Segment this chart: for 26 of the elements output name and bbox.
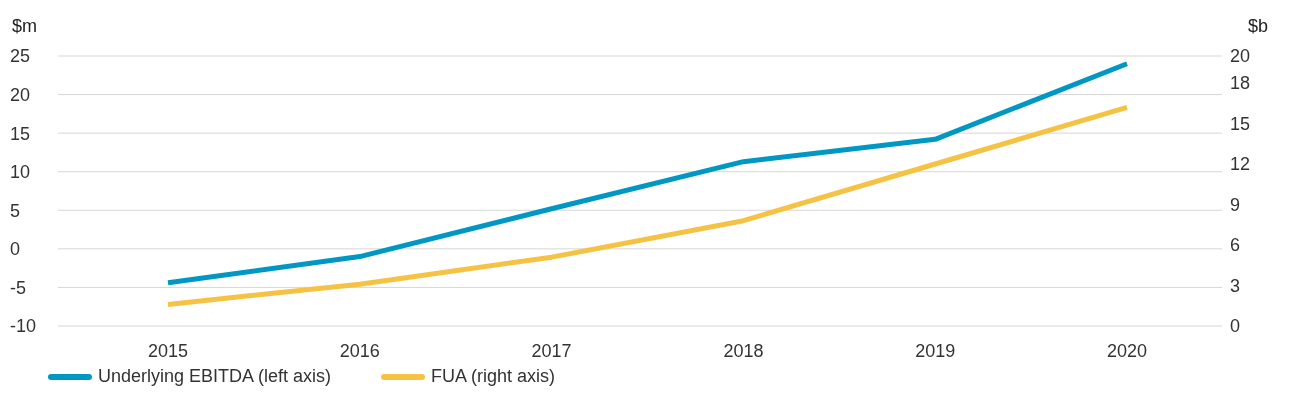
x-tick-label: 2015 [147, 340, 189, 361]
y-tick-label: -5 [10, 277, 27, 298]
y2-tick-label: 6 [1230, 235, 1241, 256]
y-tick-label: -10 [10, 316, 37, 337]
legend-label: Underlying EBITDA (left axis) [98, 366, 332, 387]
y-tick-label: 0 [10, 239, 21, 260]
y2-tick-label: 15 [1230, 113, 1251, 134]
y-axis-title: $m [12, 16, 38, 38]
y-tick-label: 15 [10, 123, 31, 144]
y-tick-label: 10 [10, 162, 31, 183]
y2-tick-label: 12 [1230, 154, 1251, 175]
y-tick-label: 20 [10, 84, 31, 105]
y2-axis-title: $b [1247, 16, 1268, 38]
y-tick-label: 5 [10, 200, 21, 221]
x-tick-label: 2018 [723, 340, 764, 361]
x-tick-label: 2020 [1106, 340, 1148, 361]
y2-tick-label: 18 [1230, 73, 1251, 94]
y2-tick-label: 20 [1230, 46, 1251, 67]
x-tick-label: 2019 [915, 340, 956, 361]
y2-tick-label: 3 [1230, 275, 1241, 296]
y2-tick-label: 0 [1230, 316, 1241, 337]
x-tick-label: 2016 [339, 340, 380, 361]
x-tick-label: 2017 [531, 340, 572, 361]
legend-label: FUA (right axis) [431, 366, 556, 387]
y-tick-label: 25 [10, 46, 31, 67]
y2-tick-label: 9 [1230, 194, 1241, 215]
